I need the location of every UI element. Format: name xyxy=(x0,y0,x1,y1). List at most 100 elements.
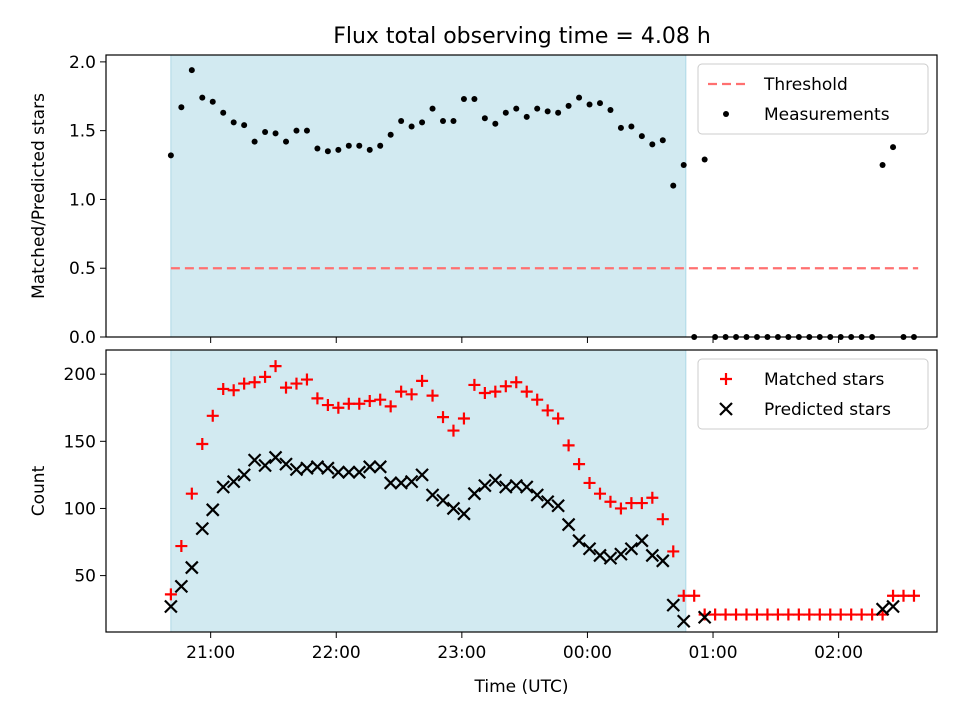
matched-point xyxy=(583,476,596,489)
predicted-point xyxy=(205,503,220,517)
measurement-point xyxy=(701,156,708,163)
measurement-point xyxy=(544,108,551,115)
predicted-point xyxy=(237,468,251,482)
measurement-point xyxy=(523,113,530,120)
matched-point xyxy=(426,389,439,402)
matched-point xyxy=(824,608,837,621)
matched-point xyxy=(384,400,397,413)
predicted-point xyxy=(331,465,346,479)
matched-point xyxy=(227,384,240,397)
measurement-point xyxy=(596,100,603,107)
matched-point xyxy=(593,487,606,500)
predicted-point xyxy=(404,474,419,489)
y-tick-label: 1.0 xyxy=(69,190,96,210)
predicted-point xyxy=(478,478,492,493)
measurement-point xyxy=(440,118,447,125)
predicted-point xyxy=(530,488,544,502)
matched-point xyxy=(761,608,774,621)
legend-matched-swatch xyxy=(720,373,732,385)
predicted-point xyxy=(697,610,712,625)
matched-point xyxy=(541,404,554,417)
predicted-point xyxy=(676,614,691,629)
matched-point xyxy=(740,608,753,621)
matched-point xyxy=(635,497,648,510)
predicted-point xyxy=(425,488,440,502)
measurement-point xyxy=(303,127,310,134)
count-panel: 50 100 150 200 21:00 22:00 23:00 00:00 01:00 02:0… xyxy=(29,349,938,697)
predicted-point xyxy=(362,460,377,474)
matched-point xyxy=(206,409,219,422)
measurement-point xyxy=(272,130,279,137)
predicted-point xyxy=(875,602,890,616)
measurement-point xyxy=(492,120,499,127)
predicted-point xyxy=(561,517,576,532)
predicted-point xyxy=(540,494,555,509)
ratio-panel: 0.0 0.5 1.0 1.5 2.0 Matched/Predicted stars Th… xyxy=(29,53,938,348)
predicted-point xyxy=(415,468,429,482)
x-tick-label: 22:00 xyxy=(312,643,361,663)
matched-point xyxy=(897,589,910,602)
matched-point xyxy=(164,588,177,601)
measurement-point xyxy=(209,98,216,105)
predicted-point xyxy=(488,473,503,488)
matched-point xyxy=(646,491,659,504)
measurement-point xyxy=(283,138,290,145)
measurement-point xyxy=(460,96,467,103)
measurement-point xyxy=(230,119,237,126)
measurement-point xyxy=(188,67,195,74)
matched-point xyxy=(321,399,334,412)
observing-window-band xyxy=(170,54,687,338)
matched-point xyxy=(887,589,900,602)
x-tick-label: 21:00 xyxy=(186,643,235,663)
measurement-point xyxy=(555,109,562,116)
matched-point xyxy=(562,439,575,452)
matched-point xyxy=(353,397,366,410)
matched-point xyxy=(803,608,816,621)
axes-frame xyxy=(105,54,938,338)
matched-point xyxy=(688,589,701,602)
predicted-point xyxy=(352,465,367,479)
measurement-point xyxy=(314,145,321,152)
measurement-point xyxy=(345,142,352,149)
measurement-point xyxy=(429,105,436,112)
predicted-point xyxy=(258,458,272,473)
matched-point xyxy=(730,608,743,621)
matched-point xyxy=(510,376,523,389)
legend-measurement-swatch xyxy=(723,111,729,117)
x-tick-label: 23:00 xyxy=(437,643,486,663)
measurement-point xyxy=(879,162,886,169)
matched-point xyxy=(907,589,920,602)
matched-point xyxy=(667,545,680,558)
matched-point xyxy=(604,495,617,508)
predicted-point xyxy=(226,474,241,489)
matched-point xyxy=(719,608,732,621)
measurement-point xyxy=(356,142,363,149)
measurement-point xyxy=(890,144,897,151)
legend-label: Matched stars xyxy=(764,370,884,390)
y-tick-label: 1.5 xyxy=(69,122,96,142)
predicted-point xyxy=(886,599,900,614)
measurement-point xyxy=(262,129,269,136)
measurement-point xyxy=(607,107,614,114)
measurement-point xyxy=(617,124,624,131)
matched-point xyxy=(499,380,512,393)
legend-box xyxy=(697,63,929,135)
measurement-point xyxy=(471,96,478,103)
measurement-point xyxy=(628,123,635,130)
matched-point xyxy=(834,608,847,621)
matched-point xyxy=(531,393,544,406)
predicted-point xyxy=(321,461,335,475)
matched-point xyxy=(457,412,470,425)
measurement-point xyxy=(534,105,541,112)
matched-point xyxy=(332,401,345,414)
matched-point xyxy=(447,424,460,437)
matched-point xyxy=(709,608,722,621)
measurement-point xyxy=(565,102,572,109)
matched-point xyxy=(300,373,313,386)
measurement-point xyxy=(220,109,227,116)
legend-predicted-swatch xyxy=(719,402,733,416)
predicted-point xyxy=(656,554,670,568)
legend-box xyxy=(697,358,929,430)
matched-point xyxy=(342,397,355,410)
matched-point xyxy=(196,438,209,450)
